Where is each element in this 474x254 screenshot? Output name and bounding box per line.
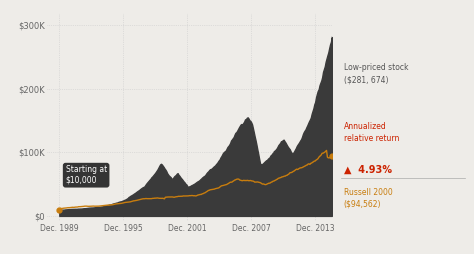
Text: Low-priced stock
($281, 674): Low-priced stock ($281, 674) <box>344 64 408 84</box>
Text: ▲  4.93%: ▲ 4.93% <box>344 165 392 175</box>
Text: Russell 2000
($94,562): Russell 2000 ($94,562) <box>344 188 392 209</box>
Text: Annualized
relative return: Annualized relative return <box>344 122 399 143</box>
Text: Starting at
$10,000: Starting at $10,000 <box>65 165 107 185</box>
